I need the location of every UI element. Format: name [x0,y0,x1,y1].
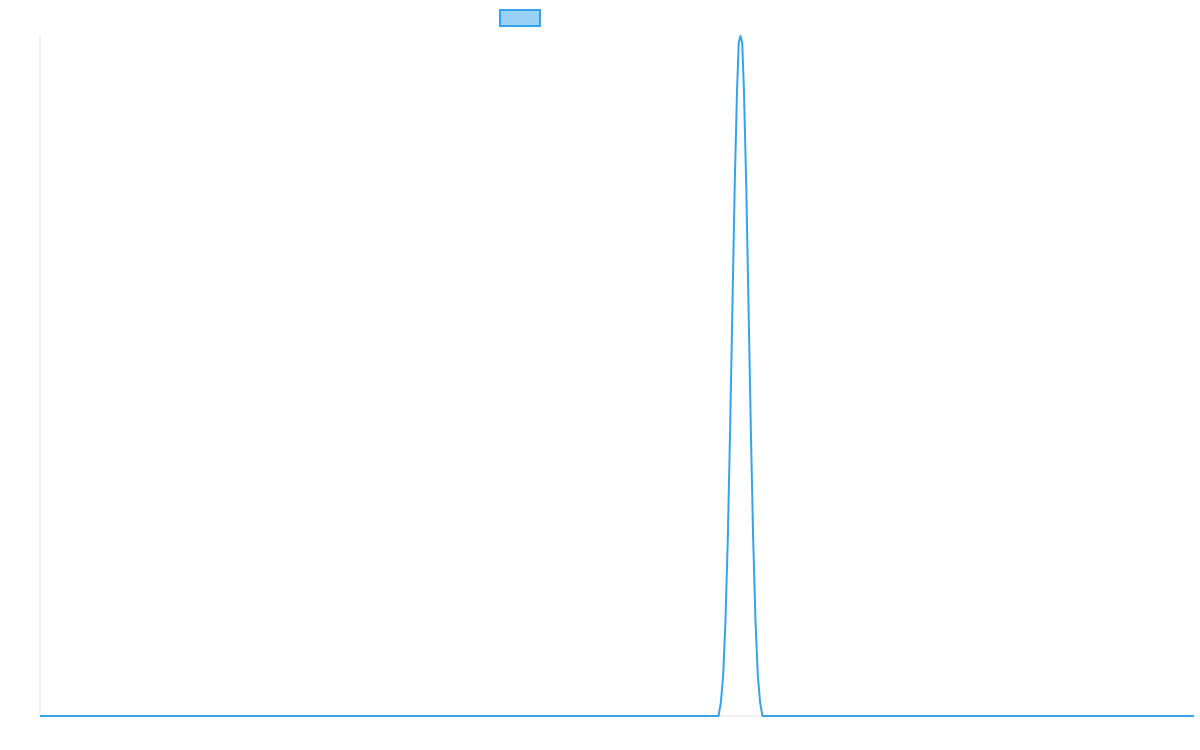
series-group [40,35,1194,717]
legend[interactable] [499,9,541,27]
legend-swatch[interactable] [499,9,541,27]
series-line-1[interactable] [40,35,1194,717]
